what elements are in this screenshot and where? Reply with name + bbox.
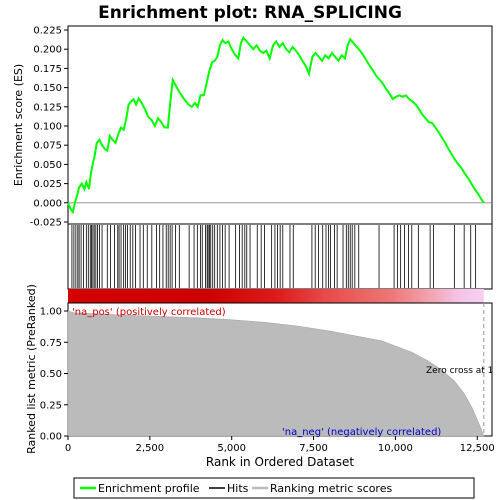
metric-y-tick-label: 0.75 bbox=[40, 338, 62, 349]
metric-y-tick-label: 1.00 bbox=[40, 307, 62, 318]
metric-y-tick-label: 0.50 bbox=[40, 369, 62, 380]
es-y-tick-label: 0.075 bbox=[33, 141, 62, 152]
x-tick-label: 5,000 bbox=[217, 443, 246, 454]
metric-panel: 1.00 0.75 0.50 0.25 0.00 0 2,500 5,000 7,500 10,… bbox=[25, 284, 495, 469]
metric-y-tick-label: 0.25 bbox=[40, 400, 62, 411]
x-tick-label: 7,500 bbox=[299, 443, 328, 454]
es-y-axis-label: Enrichment score (ES) bbox=[12, 64, 25, 186]
correlation-color-strip bbox=[68, 289, 484, 303]
metric-y-axis-label: Ranked list metric (PreRanked) bbox=[25, 284, 38, 454]
metric-y-tick-label: 0.00 bbox=[40, 432, 62, 443]
metric-y-ticks: 1.00 0.75 0.50 0.25 0.00 bbox=[40, 307, 68, 443]
ranking-metric-area bbox=[67, 310, 485, 437]
x-tick-label: 10,000 bbox=[378, 443, 413, 454]
es-y-tick-label: -0.025 bbox=[30, 218, 62, 229]
hits-panel bbox=[67, 223, 493, 290]
legend-box bbox=[73, 477, 475, 499]
es-y-tick-label: 0.125 bbox=[33, 102, 62, 113]
x-tick-label: 2,500 bbox=[136, 443, 165, 454]
es-y-tick-label: 0.100 bbox=[33, 122, 62, 133]
correlation-bar bbox=[68, 289, 484, 303]
x-tick-label: 0 bbox=[65, 443, 71, 454]
legend-hits-label: Hits bbox=[227, 482, 249, 495]
es-panel: 0.225 0.200 0.175 0.150 0.125 0.100 0.075 0.050… bbox=[12, 25, 493, 229]
positive-correlation-label: 'na_pos' (positively correlated) bbox=[72, 307, 226, 318]
es-y-tick-label: 0.200 bbox=[33, 45, 62, 56]
legend-metric-label: Ranking metric scores bbox=[270, 482, 392, 495]
es-y-tick-label: 0.225 bbox=[33, 26, 62, 37]
es-y-tick-label: 0.150 bbox=[33, 83, 62, 94]
hit-marks bbox=[71, 225, 477, 288]
es-panel-frame bbox=[67, 25, 493, 225]
es-y-tick-label: 0.050 bbox=[33, 160, 62, 171]
plot-title: Enrichment plot: RNA_SPLICING bbox=[98, 3, 402, 23]
metric-x-ticks: 0 2,500 5,000 7,500 10,000 12,500 bbox=[65, 436, 495, 454]
x-tick-label: 12,500 bbox=[460, 443, 495, 454]
enrichment-profile-line bbox=[67, 35, 485, 215]
zero-cross-label: Zero cross at 1 bbox=[426, 366, 493, 376]
legend-enrichment-label: Enrichment profile bbox=[98, 482, 200, 495]
negative-correlation-label: 'na_neg' (negatively correlated) bbox=[282, 427, 441, 438]
es-y-tick-label: 0.025 bbox=[33, 179, 62, 190]
x-axis-label: Rank in Ordered Dataset bbox=[206, 455, 354, 469]
legend: Enrichment profile Hits Ranking metric s… bbox=[73, 477, 475, 499]
es-y-ticks: 0.225 0.200 0.175 0.150 0.125 0.100 0.075 0.050… bbox=[30, 26, 68, 229]
es-y-tick-label: 0.175 bbox=[33, 64, 62, 75]
es-y-tick-label: 0.000 bbox=[33, 198, 62, 209]
